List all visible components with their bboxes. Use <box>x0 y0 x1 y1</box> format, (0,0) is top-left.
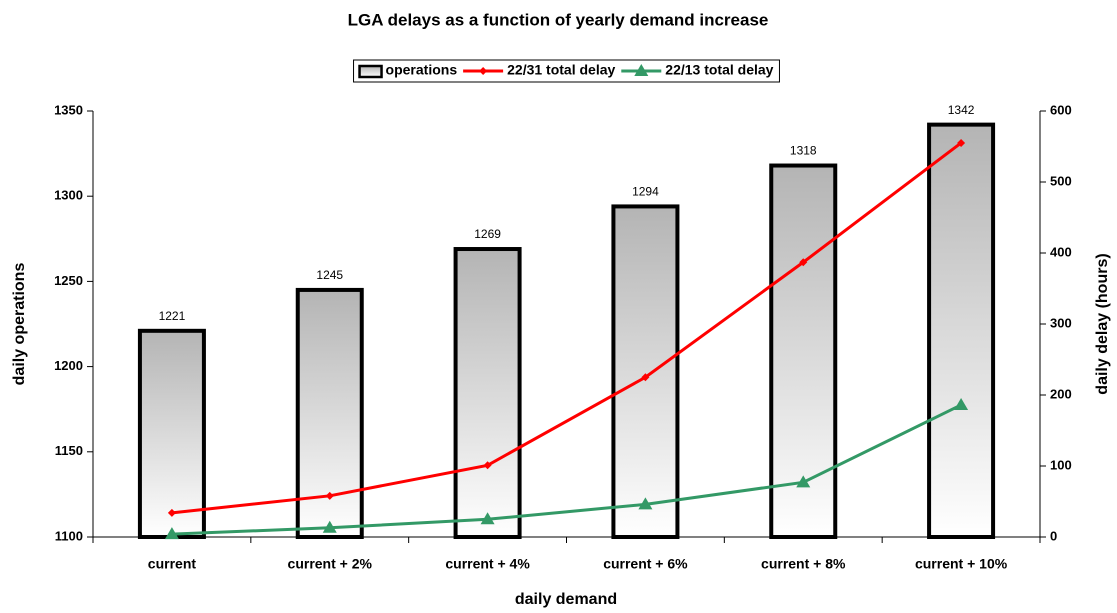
y-tick-label: 1100 <box>55 528 83 543</box>
legend: operations 22/31 total delay 22/13 total d… <box>353 59 780 83</box>
bar-value-label: 1245 <box>316 268 343 282</box>
y2-tick-label: 300 <box>1050 315 1072 330</box>
marker <box>164 527 179 540</box>
legend-swatch <box>358 64 383 79</box>
y2-tick-label: 100 <box>1050 457 1072 472</box>
bar <box>769 163 838 539</box>
marker <box>325 491 334 500</box>
bar <box>927 122 996 540</box>
bar-value-label: 1221 <box>159 309 186 323</box>
y-axis-label: daily operations <box>11 263 28 386</box>
bar <box>611 204 680 539</box>
y-tick-label: 1200 <box>54 358 83 373</box>
bar-value-label: 1318 <box>790 144 817 158</box>
marker <box>799 258 808 267</box>
marker <box>480 512 495 525</box>
legend-label: 22/31 total delay <box>507 62 615 78</box>
y2-tick-label: 200 <box>1050 386 1072 401</box>
bar-value-label: 1342 <box>948 103 975 117</box>
y2-tick-label: 0 <box>1050 528 1057 543</box>
y2-tick-label: 500 <box>1050 173 1072 188</box>
marker <box>954 397 969 410</box>
bar <box>137 328 206 540</box>
chart-title: LGA delays as a function of yearly deman… <box>348 10 769 29</box>
line <box>171 403 962 536</box>
marker <box>957 138 966 147</box>
bar <box>453 247 522 540</box>
x-tick-label: current + 8% <box>761 556 846 572</box>
marker <box>634 64 649 76</box>
marker <box>638 497 653 510</box>
line <box>171 141 962 515</box>
y2-tick-label: 600 <box>1050 102 1072 117</box>
x-tick-label: current + 6% <box>603 556 688 572</box>
bar-value-label: 1269 <box>474 227 501 241</box>
x-tick-label: current <box>148 556 197 572</box>
y-tick-label: 1300 <box>54 188 83 203</box>
marker <box>641 373 650 382</box>
y2-tick-label: 400 <box>1050 244 1072 259</box>
y-tick-label: 1150 <box>55 443 83 458</box>
legend-label: operations <box>386 62 458 78</box>
marker <box>322 520 337 533</box>
marker <box>479 67 488 75</box>
bar-value-label: 1294 <box>632 185 659 199</box>
y-tick-label: 1350 <box>54 102 83 117</box>
x-tick-label: current + 10% <box>915 556 1008 572</box>
x-tick-label: current + 2% <box>288 556 373 572</box>
marker <box>796 475 811 488</box>
bar <box>295 287 364 540</box>
legend-box <box>353 59 780 83</box>
marker <box>483 461 492 470</box>
legend-label: 22/13 total delay <box>665 62 773 78</box>
x-axis-label: daily demand <box>515 591 617 608</box>
x-tick-label: current + 4% <box>445 556 530 572</box>
marker <box>167 508 176 517</box>
y2-axis-label: daily delay (hours) <box>1094 253 1111 394</box>
y-tick-label: 1250 <box>54 273 83 288</box>
